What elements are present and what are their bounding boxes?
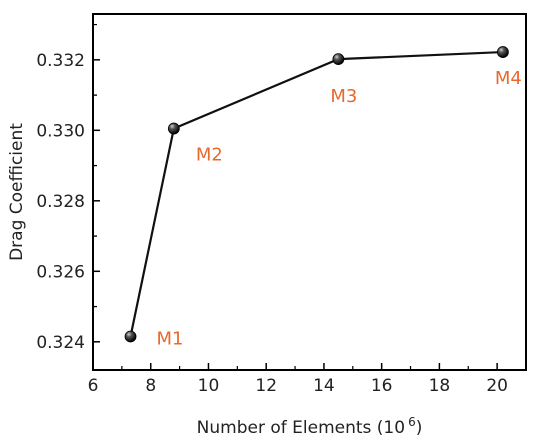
y-tick-label: 0.332 — [36, 51, 85, 71]
x-tick-label: 10 — [198, 376, 220, 396]
y-axis-title: Drag Coefficient — [7, 123, 27, 261]
x-axis-title: Number of Elements (10 6) — [197, 415, 423, 438]
y-tick-label: 0.324 — [36, 333, 85, 353]
x-tick-label: 16 — [371, 376, 393, 396]
point-annotation: M3 — [330, 86, 357, 107]
x-axis-title-main: Number of Elements (10 — [197, 418, 405, 438]
data-point — [124, 330, 137, 343]
data-point — [497, 46, 509, 58]
y-tick-label: 0.330 — [36, 121, 85, 141]
axis-ticks: 6 8 10 12 14 16 18 20 0.324 0.326 0.328 0.330 0.332 — [36, 23, 508, 396]
series-line — [129, 50, 503, 337]
data-point — [167, 122, 180, 135]
x-tick-label: 14 — [313, 376, 335, 396]
y-tick-label: 0.326 — [36, 262, 85, 282]
annotations: M1 M2 M3 M4 — [157, 68, 522, 349]
x-tick-label: 12 — [255, 376, 277, 396]
x-tick-label: 6 — [88, 376, 99, 396]
series-layer — [124, 46, 509, 343]
point-annotation: M2 — [196, 145, 223, 166]
point-annotation: M1 — [157, 329, 184, 350]
x-tick-label: 18 — [429, 376, 451, 396]
x-axis-title-superscript: 6 — [408, 415, 416, 429]
point-annotation: M4 — [495, 68, 522, 89]
x-axis-title-close: ) — [416, 418, 423, 438]
x-tick-label: 20 — [486, 376, 508, 396]
plot-frame — [92, 13, 527, 371]
y-tick-label: 0.328 — [36, 192, 85, 212]
x-tick-label: 8 — [145, 376, 156, 396]
data-point — [332, 53, 345, 66]
